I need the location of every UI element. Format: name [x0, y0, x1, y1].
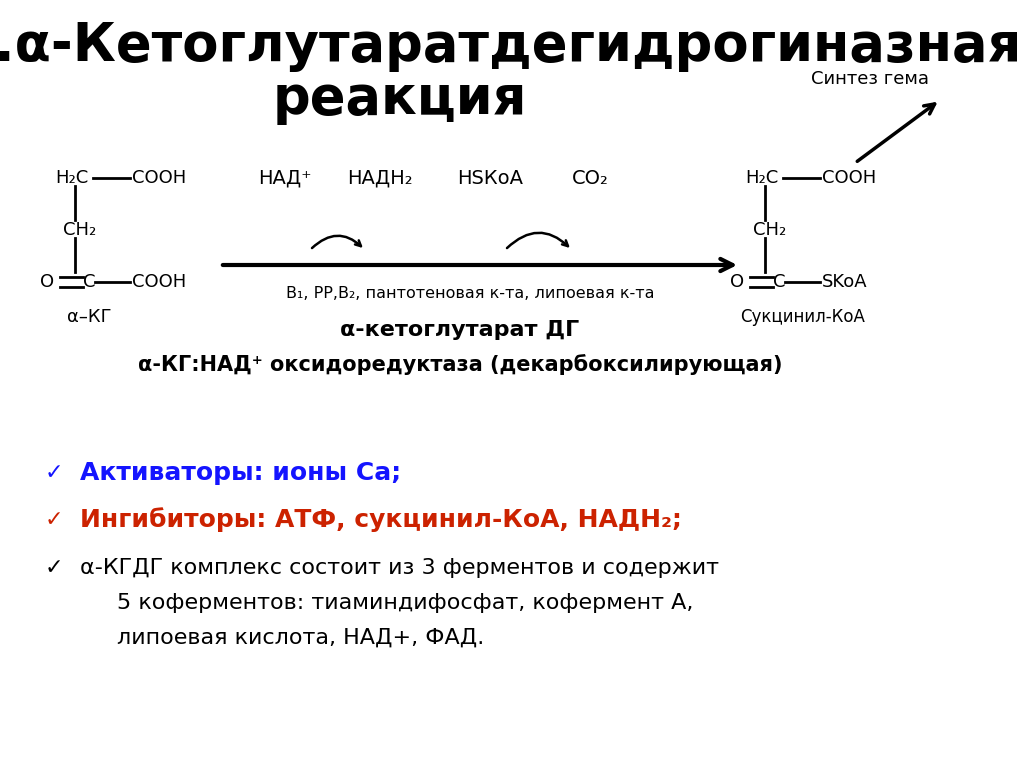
- Text: 5 коферментов: тиаминдифосфат, кофермент А,: 5 коферментов: тиаминдифосфат, кофермент…: [117, 593, 693, 613]
- Text: COOH: COOH: [822, 169, 877, 187]
- Text: реакция: реакция: [272, 73, 527, 125]
- Text: ✓: ✓: [45, 558, 63, 578]
- Text: 4.α-Кетоглутаратдегидрогиназная: 4.α-Кетоглутаратдегидрогиназная: [0, 20, 1022, 72]
- Text: ✓: ✓: [45, 463, 63, 483]
- Text: Активаторы: ионы Ca;: Активаторы: ионы Ca;: [80, 461, 401, 485]
- Text: Ингибиторы: АТФ, сукцинил-КоА, НАДН₂;: Ингибиторы: АТФ, сукцинил-КоА, НАДН₂;: [80, 508, 682, 532]
- Text: α-КГ:НАД⁺ оксидоредуктаза (декарбоксилирующая): α-КГ:НАД⁺ оксидоредуктаза (декарбоксилир…: [138, 355, 782, 376]
- Text: C: C: [83, 273, 95, 291]
- Text: ✓: ✓: [45, 510, 63, 530]
- Text: Сукцинил-КоА: Сукцинил-КоА: [740, 308, 865, 326]
- Text: НАДН₂: НАДН₂: [347, 168, 413, 187]
- Text: O: O: [40, 273, 54, 291]
- Text: COOH: COOH: [132, 273, 186, 291]
- Text: C: C: [773, 273, 785, 291]
- Text: В₁, РР,В₂, пантотеновая к-та, липоевая к-та: В₁, РР,В₂, пантотеновая к-та, липоевая к…: [286, 286, 654, 300]
- Text: H₂C: H₂C: [55, 169, 88, 187]
- Text: CH₂: CH₂: [63, 221, 96, 239]
- Text: липоевая кислота, НАД+, ФАД.: липоевая кислота, НАД+, ФАД.: [117, 628, 484, 648]
- Text: α-КГДГ комплекс состоит из 3 ферментов и содержит: α-КГДГ комплекс состоит из 3 ферментов и…: [80, 558, 719, 578]
- Text: H₂C: H₂C: [745, 169, 778, 187]
- Text: SKoA: SKoA: [822, 273, 867, 291]
- Text: СО₂: СО₂: [571, 168, 608, 187]
- Text: HSКоА: HSКоА: [457, 168, 523, 187]
- Text: CH₂: CH₂: [753, 221, 786, 239]
- Text: НАД⁺: НАД⁺: [258, 168, 311, 187]
- Text: O: O: [730, 273, 744, 291]
- Text: Синтез гема: Синтез гема: [811, 70, 929, 88]
- Text: α-кетоглутарат ДГ: α-кетоглутарат ДГ: [340, 320, 580, 340]
- Text: α–КГ: α–КГ: [67, 308, 112, 326]
- Text: COOH: COOH: [132, 169, 186, 187]
